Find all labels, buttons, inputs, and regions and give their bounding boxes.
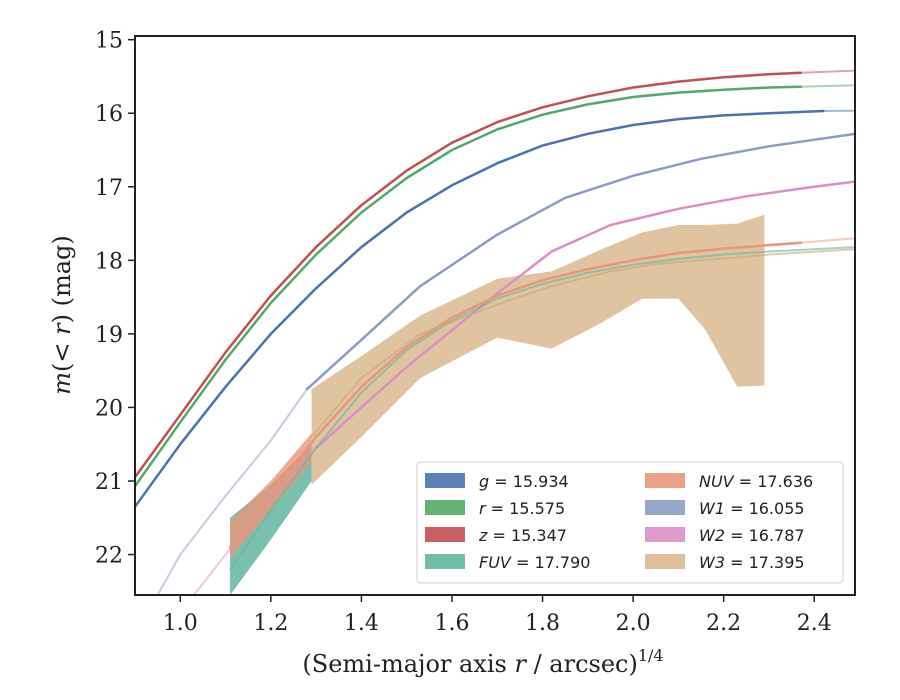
x-tick-label: 1.6 xyxy=(434,611,469,636)
series-z xyxy=(135,71,802,479)
x-tick-label: 1.0 xyxy=(163,611,198,636)
y-axis-label: m(< r) (mag) xyxy=(48,235,76,395)
y-tick-label: 17 xyxy=(95,176,123,201)
x-tick-label: 2.0 xyxy=(616,611,651,636)
series-W1 xyxy=(305,132,855,391)
series-r-extrapolation xyxy=(799,84,855,88)
series-r xyxy=(135,85,802,488)
y-tick-label: 21 xyxy=(95,470,123,495)
legend-swatch-nuv xyxy=(645,473,685,488)
legend-swatch-r xyxy=(425,500,465,515)
y-tick-label: 19 xyxy=(95,323,123,348)
legend-label-nuv: NUV = 17.636 xyxy=(699,472,813,491)
x-axis-label: (Semi-major axis r / arcsec)1/4 xyxy=(302,646,663,678)
series-layer xyxy=(135,69,855,595)
legend-swatch-w1 xyxy=(645,500,685,515)
legend: g = 15.934 r = 15.575 z = 15.347 FUV = 17.7… xyxy=(416,461,844,584)
series-W2 xyxy=(314,180,855,450)
y-tick-label: 15 xyxy=(95,29,123,54)
series-W2-extrapolation xyxy=(192,446,318,595)
legend-swatch-z xyxy=(425,527,465,542)
legend-frame xyxy=(416,461,844,584)
series-W3 xyxy=(310,248,855,438)
y-tick-label: 16 xyxy=(95,102,123,127)
legend-label-r: r = 15.575 xyxy=(479,499,565,518)
series-NUV xyxy=(228,241,802,549)
legend-label-fuv: FUV = 17.790 xyxy=(479,553,590,572)
legend-swatch-g xyxy=(425,473,465,488)
x-tick-label: 2.4 xyxy=(797,611,832,636)
legend-swatch-w3 xyxy=(645,554,685,569)
legend-label-z: z = 15.347 xyxy=(478,526,567,545)
y-tick-label: 18 xyxy=(95,249,123,274)
plot-frame xyxy=(134,35,856,596)
series-NUV-extrapolation xyxy=(799,237,855,244)
x-tick-label: 1.4 xyxy=(344,611,379,636)
legend-swatch-fuv xyxy=(425,554,465,569)
legend-label-w2: W2 = 16.787 xyxy=(699,526,805,545)
series-g xyxy=(135,109,825,508)
y-tick-label: 20 xyxy=(95,396,123,421)
legend-label-g: g = 15.934 xyxy=(479,472,569,491)
x-tick-label: 1.8 xyxy=(525,611,560,636)
legend-label-w1: W1 = 16.055 xyxy=(699,499,805,518)
legend-swatch-w2 xyxy=(645,527,685,542)
series-W1-extrapolation xyxy=(156,388,309,595)
x-tick-label: 1.2 xyxy=(253,611,288,636)
x-tick-label: 2.2 xyxy=(706,611,741,636)
y-tick-label: 22 xyxy=(95,544,123,569)
series-z-extrapolation xyxy=(799,69,855,74)
ticks-layer: 1.0 1.2 1.4 1.6 1.8 2.0 2.2 2.4 15 16 17 18 19 20 21 22 xyxy=(95,29,832,636)
series-FUV xyxy=(229,246,855,571)
W3-band xyxy=(311,214,765,485)
legend-label-w3: W3 = 17.395 xyxy=(699,553,805,572)
